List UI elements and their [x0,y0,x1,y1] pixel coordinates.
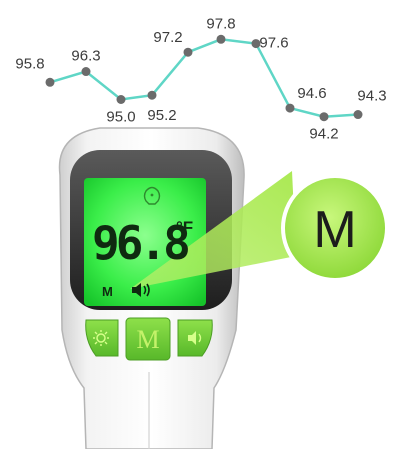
data-point [285,103,295,113]
sound-button[interactable] [177,319,213,357]
data-point [353,110,363,120]
data-point [319,112,329,122]
callout-letter: M [313,201,356,259]
data-label: 96.3 [71,48,100,65]
temperature-reading: 96.8 [92,216,188,270]
data-label: 94.2 [309,126,338,143]
data-point [45,77,55,87]
data-label: 97.2 [153,29,182,46]
face-icon [143,186,161,205]
temperature-history-chart: 95.8 96.3 95.0 95.2 97.2 97.8 97.6 94.6 94.2 94.3 [15,15,386,142]
speaker-icon [132,283,150,297]
mode-callout: M [281,174,389,282]
data-label: 94.3 [357,88,386,105]
mode-button[interactable]: M [125,317,171,361]
data-point [116,95,126,104]
series-line [49,38,359,118]
data-point [147,90,157,100]
data-label: 95.2 [147,107,176,124]
callout-beam [130,171,296,289]
control-buttons: M [85,317,213,361]
data-point [216,34,226,44]
thermometer-body [58,127,245,449]
data-point [183,47,193,57]
temperature-unit: °F [176,218,193,237]
data-label: 95.0 [106,109,135,126]
mode-button-label: M [136,325,159,354]
data-label: 95.8 [15,55,44,72]
data-label: 97.8 [206,15,235,32]
data-label: 97.6 [259,35,288,52]
mode-indicator: M [102,284,113,299]
speaker-icon [188,331,202,345]
lcd-content: 96.8 °F M [92,186,193,299]
brightness-button[interactable] [85,319,119,357]
data-label: 94.6 [297,85,326,102]
data-point [251,39,261,49]
data-point [81,67,91,77]
brightness-icon [93,330,109,346]
